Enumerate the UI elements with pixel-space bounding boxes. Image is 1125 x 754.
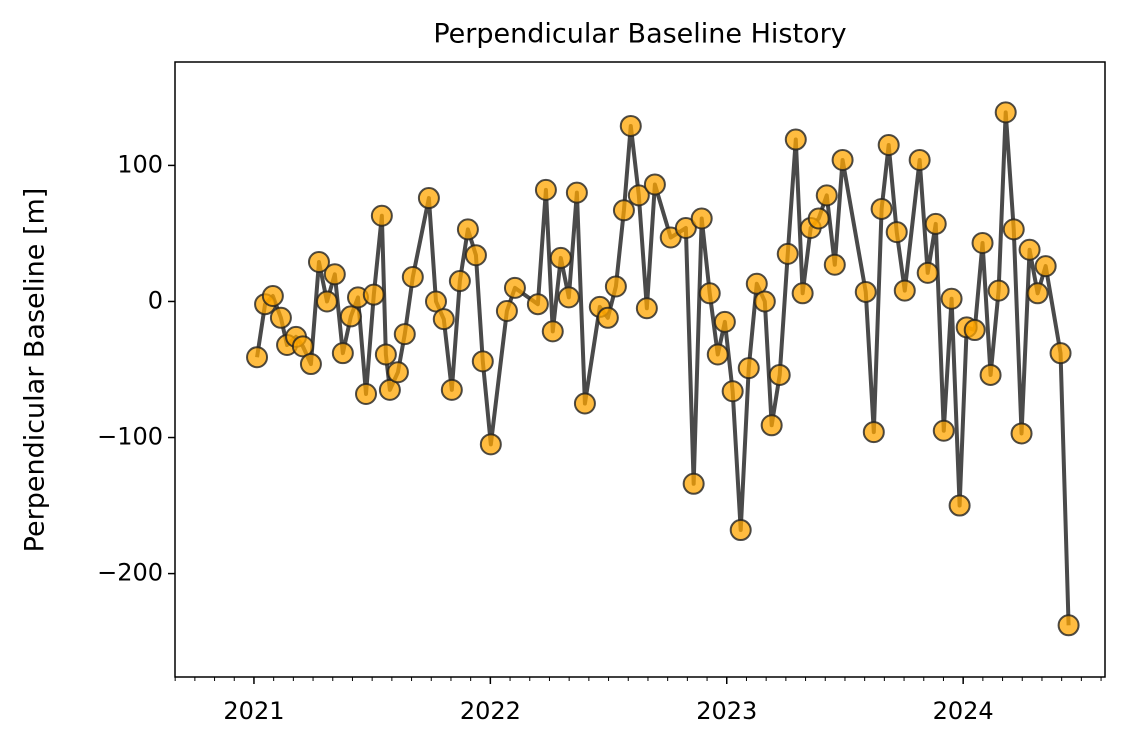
data-point	[1010, 422, 1033, 445]
data-point	[721, 380, 744, 403]
y-tick-label: −100	[97, 423, 163, 451]
plot-frame	[174, 61, 1106, 678]
data-point	[674, 216, 697, 239]
data-point	[948, 494, 971, 517]
data-point	[401, 265, 424, 288]
data-point	[573, 392, 596, 415]
data-point	[307, 251, 330, 274]
data-point	[745, 272, 768, 295]
data-point	[269, 306, 292, 329]
data-point	[291, 335, 314, 358]
data-point	[471, 350, 494, 373]
x-tick-label: 2023	[696, 697, 757, 725]
data-point	[940, 287, 963, 310]
data-point	[1034, 255, 1057, 278]
data-point	[549, 246, 572, 269]
data-point	[1018, 238, 1041, 261]
data-point	[753, 290, 776, 313]
data-point	[456, 218, 479, 241]
data-point	[526, 293, 549, 316]
data-point	[908, 148, 931, 171]
data-point	[464, 244, 487, 267]
data-point	[854, 280, 877, 303]
y-tick-label: −200	[97, 559, 163, 587]
data-point	[627, 184, 650, 207]
data-point	[565, 181, 588, 204]
data-point	[541, 320, 564, 343]
data-point	[612, 199, 635, 222]
data-point	[979, 363, 1002, 386]
data-point	[355, 382, 378, 405]
data-point	[885, 221, 908, 244]
y-tick-label: 0	[148, 286, 163, 314]
x-tick-label: 2022	[460, 697, 521, 725]
data-point	[994, 101, 1017, 124]
data-point	[479, 433, 502, 456]
data-point	[768, 363, 791, 386]
data-point	[706, 343, 729, 366]
data-point	[1057, 614, 1080, 637]
data-point	[596, 306, 619, 329]
data-point	[370, 204, 393, 227]
data-point	[374, 343, 397, 366]
data-point	[971, 231, 994, 254]
data-point	[870, 197, 893, 220]
data-point	[963, 319, 986, 342]
chart-title: Perpendicular Baseline History	[433, 19, 846, 50]
data-point	[776, 242, 799, 265]
data-point	[246, 346, 269, 369]
data-point	[1026, 282, 1049, 305]
data-point	[987, 279, 1010, 302]
data-point	[791, 282, 814, 305]
data-point	[432, 308, 455, 331]
data-point	[737, 357, 760, 380]
data-point	[807, 207, 830, 230]
data-point	[503, 276, 526, 299]
data-point	[690, 207, 713, 230]
data-point	[924, 212, 947, 235]
data-point	[815, 184, 838, 207]
data-point	[534, 178, 557, 201]
data-point	[339, 305, 362, 328]
data-point	[1049, 342, 1072, 365]
data-point	[893, 279, 916, 302]
x-tick-label: 2021	[223, 697, 284, 725]
data-point	[643, 173, 666, 196]
data-point	[619, 114, 642, 137]
data-point	[698, 282, 721, 305]
data-point	[635, 297, 658, 320]
x-tick-label: 2024	[933, 697, 994, 725]
data-point	[557, 286, 580, 309]
data-point	[362, 283, 385, 306]
data-point	[386, 361, 409, 384]
y-axis-label: Perpendicular Baseline [m]	[20, 188, 51, 553]
y-tick-label: 100	[117, 150, 163, 178]
data-point	[378, 378, 401, 401]
data-point	[1002, 218, 1025, 241]
data-point	[316, 290, 339, 313]
data-point	[331, 342, 354, 365]
data-point	[323, 263, 346, 286]
data-point	[823, 253, 846, 276]
data-point	[448, 270, 471, 293]
data-point	[932, 419, 955, 442]
data-point	[916, 261, 939, 284]
data-point	[393, 323, 416, 346]
data-point	[784, 128, 807, 151]
data-point	[299, 353, 322, 376]
data-point	[713, 310, 736, 333]
data-point	[417, 187, 440, 210]
data-point	[440, 378, 463, 401]
data-point	[831, 148, 854, 171]
data-point	[729, 519, 752, 542]
data-point	[862, 421, 885, 444]
data-point	[495, 299, 518, 322]
data-point	[261, 285, 284, 308]
data-point	[760, 414, 783, 437]
data-point	[877, 133, 900, 156]
data-point	[604, 275, 627, 298]
data-point	[682, 472, 705, 495]
